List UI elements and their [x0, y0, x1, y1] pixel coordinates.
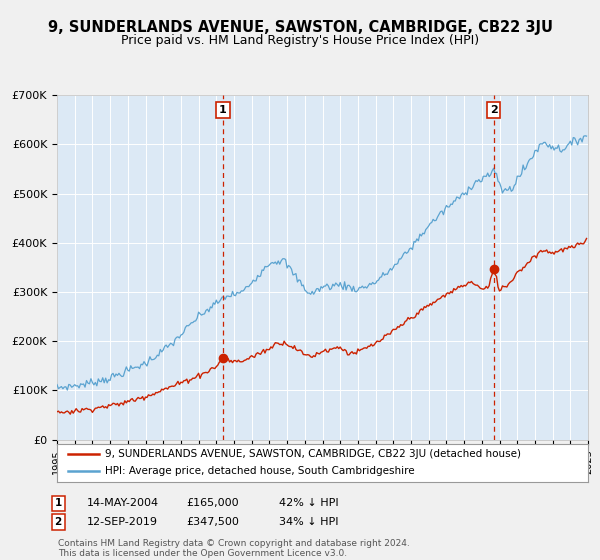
Text: 1: 1	[219, 105, 227, 115]
Text: £347,500: £347,500	[186, 517, 239, 527]
Text: 1: 1	[55, 498, 62, 508]
Text: Contains HM Land Registry data © Crown copyright and database right 2024.
This d: Contains HM Land Registry data © Crown c…	[58, 539, 410, 558]
Text: 2: 2	[490, 105, 497, 115]
Text: 9, SUNDERLANDS AVENUE, SAWSTON, CAMBRIDGE, CB22 3JU: 9, SUNDERLANDS AVENUE, SAWSTON, CAMBRIDG…	[47, 20, 553, 35]
Text: HPI: Average price, detached house, South Cambridgeshire: HPI: Average price, detached house, Sout…	[105, 466, 415, 477]
Text: 14-MAY-2004: 14-MAY-2004	[87, 498, 159, 508]
Text: Price paid vs. HM Land Registry's House Price Index (HPI): Price paid vs. HM Land Registry's House …	[121, 34, 479, 46]
Text: 34% ↓ HPI: 34% ↓ HPI	[279, 517, 338, 527]
Text: 2: 2	[55, 517, 62, 527]
Text: 12-SEP-2019: 12-SEP-2019	[87, 517, 158, 527]
Text: 9, SUNDERLANDS AVENUE, SAWSTON, CAMBRIDGE, CB22 3JU (detached house): 9, SUNDERLANDS AVENUE, SAWSTON, CAMBRIDG…	[105, 449, 521, 459]
Text: £165,000: £165,000	[186, 498, 239, 508]
Text: 42% ↓ HPI: 42% ↓ HPI	[279, 498, 338, 508]
